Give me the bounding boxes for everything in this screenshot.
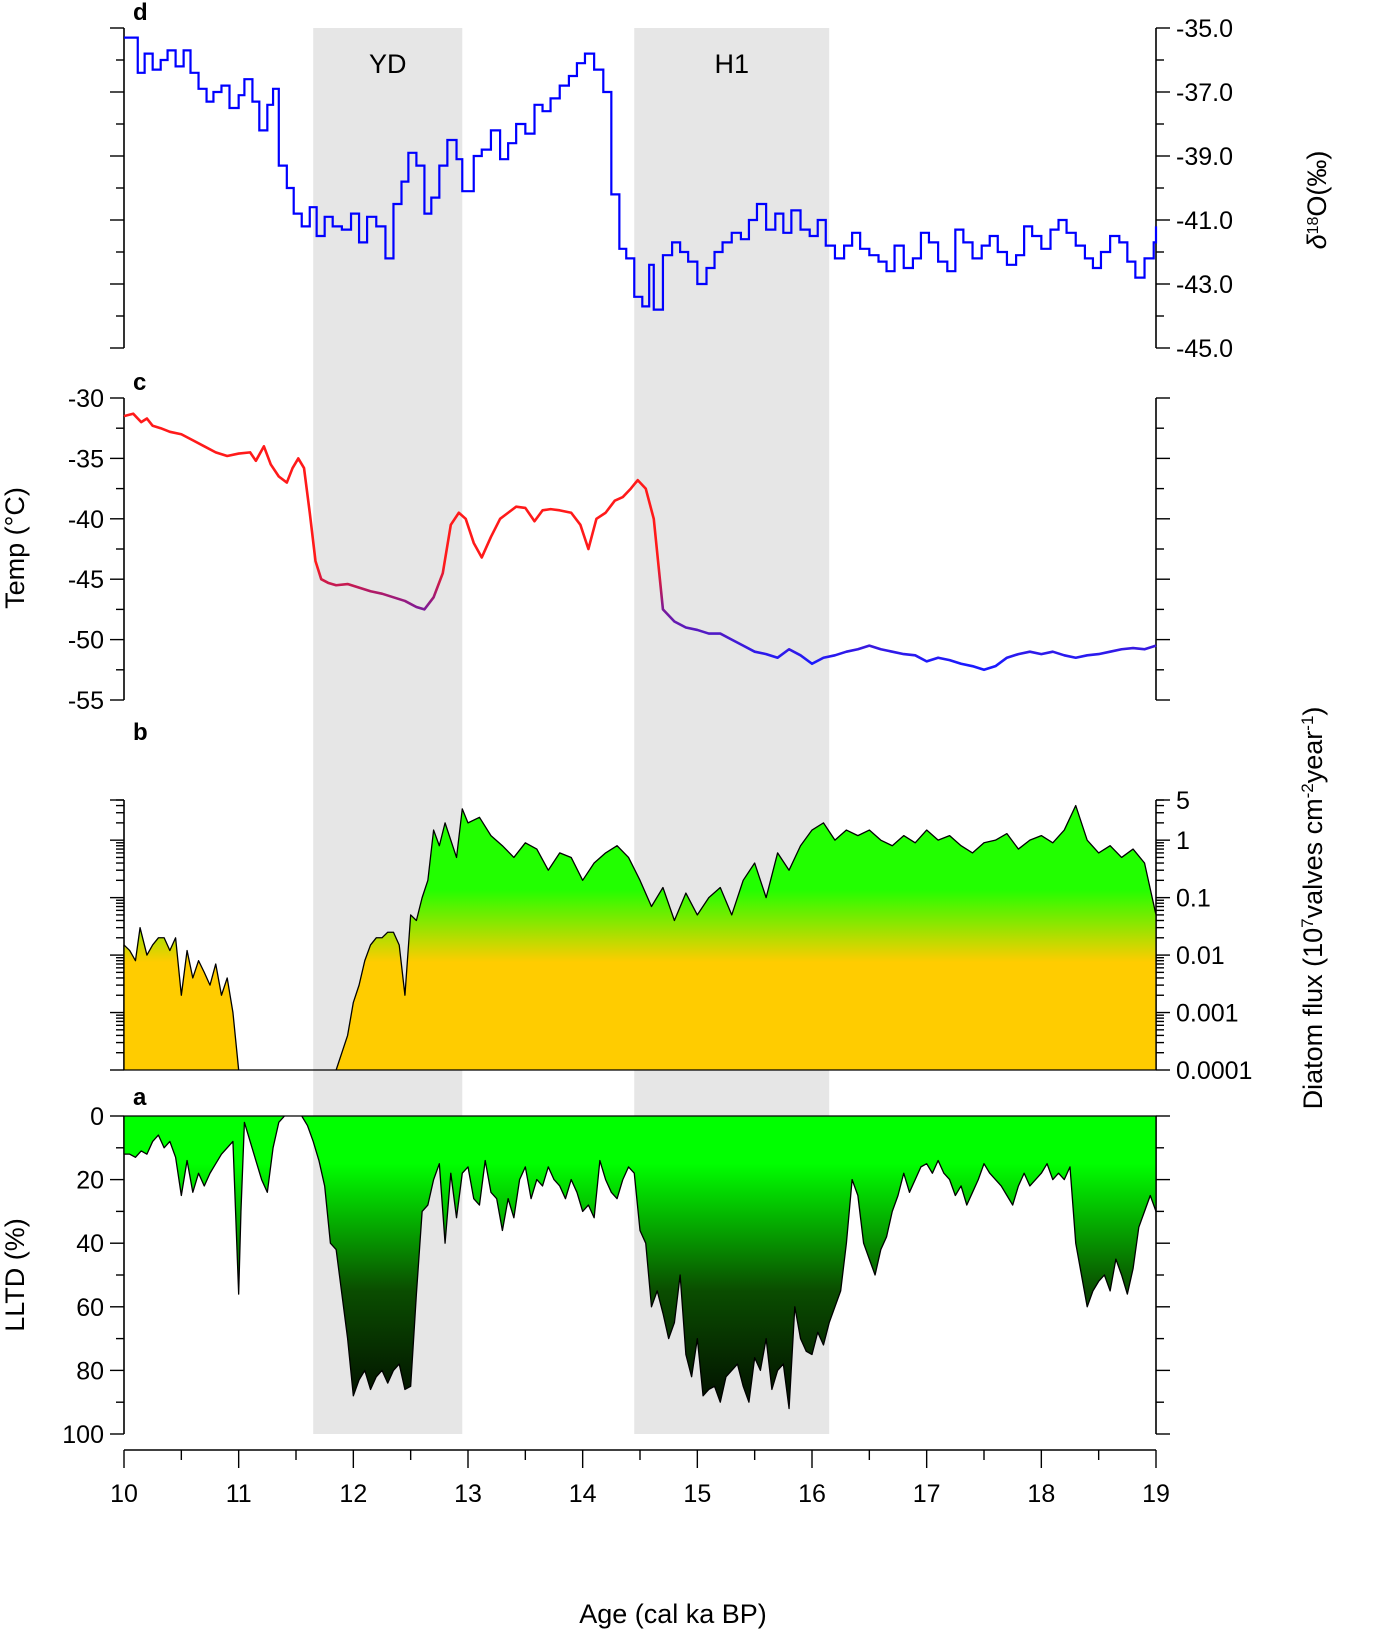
lltd-y-tick-label: 40 — [76, 1230, 104, 1258]
d18o-y-tick-label: -35.0 — [1176, 15, 1233, 43]
temp-y-tick-label: -40 — [68, 506, 104, 534]
temp-y-tick-label: -55 — [68, 687, 104, 715]
panel-a-lltd: 0 20 40 60 80 100 — [62, 1103, 1170, 1449]
x-tick-label: 17 — [913, 1480, 941, 1508]
x-tick-label: 11 — [226, 1480, 252, 1508]
d18o-axis-title: δ18O(‰) — [1302, 151, 1332, 250]
x-tick-label: 12 — [339, 1480, 367, 1508]
x-tick-label: 19 — [1142, 1480, 1170, 1508]
temp-y-tick-label: -50 — [68, 627, 104, 655]
lltd-y-tick-label: 60 — [76, 1294, 104, 1322]
lltd-y-tick-label: 0 — [90, 1103, 104, 1131]
x-tick-label: 13 — [454, 1480, 482, 1508]
flux-y-tick-label: 0.0001 — [1176, 1057, 1252, 1085]
d18o-y-tick-label: -43.0 — [1176, 271, 1233, 299]
x-tick-label: 16 — [798, 1480, 826, 1508]
d18o-y-tick-label: -45.0 — [1176, 335, 1233, 363]
panel-b-diatom-flux: 0.0001 0.001 0.01 0.1 1 5 — [110, 787, 1252, 1085]
panel-label-c: c — [133, 369, 146, 396]
lltd-y-tick-label: 100 — [62, 1421, 104, 1449]
flux-y-tick-label: 5 — [1176, 787, 1190, 815]
flux-axis-title: Diatom flux (107valves cm-2year-1) — [1298, 707, 1329, 1110]
d18o-y-tick-label: -39.0 — [1176, 143, 1233, 171]
x-tick-label: 10 — [110, 1480, 138, 1508]
x-axis-title: Age (cal ka BP) — [579, 1599, 767, 1629]
temp-axis-title: Temp (°C) — [0, 487, 30, 609]
flux-y-tick-label: 0.001 — [1176, 1000, 1239, 1028]
panel-label-a: a — [133, 1084, 147, 1111]
temp-y-tick-label: -45 — [68, 566, 104, 594]
panel-c-temperature: -30 -35 -40 -45 -50 -55 — [68, 385, 1170, 715]
lltd-axis-title: LLTD (%) — [0, 1218, 30, 1332]
temp-series-line — [123, 412, 1157, 672]
event-label-yd: YD — [369, 49, 407, 79]
d18o-y-tick-label: -37.0 — [1176, 79, 1233, 107]
d18o-series-line — [124, 36, 1158, 311]
x-axis: 10 11 12 13 14 15 16 17 18 19 — [110, 1449, 1170, 1508]
x-tick-label: 15 — [683, 1480, 711, 1508]
event-label-h1: H1 — [714, 49, 749, 79]
flux-series-area — [123, 804, 1157, 1071]
lltd-y-tick-label: 20 — [76, 1167, 104, 1195]
flux-y-tick-label: 0.1 — [1176, 885, 1211, 913]
x-tick-label: 14 — [569, 1480, 597, 1508]
flux-y-tick-label: 0.01 — [1176, 942, 1225, 970]
flux-y-tick-label: 1 — [1176, 827, 1190, 855]
lltd-series-area — [123, 1115, 1157, 1410]
temp-y-tick-label: -35 — [68, 445, 104, 473]
lltd-y-tick-label: 80 — [76, 1357, 104, 1385]
temp-y-tick-label: -30 — [68, 385, 104, 413]
panel-d-d18o: -35.0 -37.0 -39.0 -41.0 -43.0 -45.0 — [110, 15, 1233, 363]
x-tick-label: 18 — [1027, 1480, 1055, 1508]
d18o-y-tick-label: -41.0 — [1176, 207, 1233, 235]
panel-label-b: b — [133, 719, 148, 746]
panel-label-d: d — [133, 0, 148, 26]
